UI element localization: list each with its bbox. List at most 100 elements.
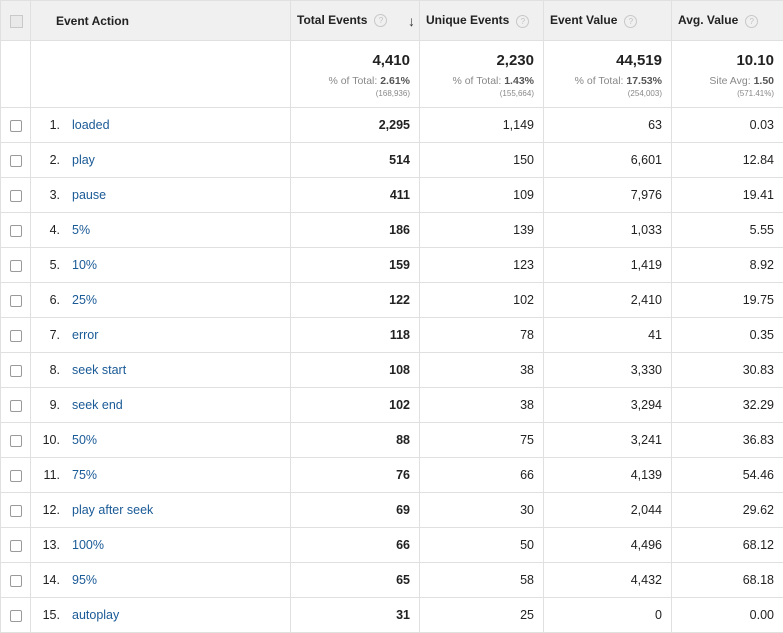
event-action-link[interactable]: play after seek bbox=[72, 503, 154, 517]
row-checkbox[interactable] bbox=[9, 259, 22, 272]
event-action-cell: 4. 5% bbox=[30, 212, 291, 248]
avg-value-cell: 12.84 bbox=[671, 142, 783, 178]
unique-events-cell: 1,149 bbox=[419, 107, 544, 143]
event-action-cell: 9. seek end bbox=[30, 387, 291, 423]
table-row: 15. autoplay 31 25 0 0.00 bbox=[0, 597, 783, 633]
total-events-cell: 118 bbox=[290, 317, 420, 353]
row-checkbox[interactable] bbox=[9, 399, 22, 412]
event-action-link[interactable]: 5% bbox=[72, 223, 91, 237]
row-checkbox-cell bbox=[0, 282, 31, 318]
sort-descending-icon[interactable]: ↓ bbox=[408, 12, 415, 29]
event-action-link[interactable]: 95% bbox=[72, 573, 98, 587]
row-checkbox[interactable] bbox=[9, 294, 22, 307]
event-action-cell: 15. autoplay bbox=[30, 597, 291, 633]
row-checkbox-cell bbox=[0, 142, 31, 178]
row-checkbox[interactable] bbox=[9, 539, 22, 552]
summary-avg-value-value: 10.10 bbox=[736, 52, 774, 69]
summary-total-base: (168,936) bbox=[375, 89, 410, 98]
unique-events-cell: 75 bbox=[419, 422, 544, 458]
row-checkbox[interactable] bbox=[9, 364, 22, 377]
event-action-cell: 12. play after seek bbox=[30, 492, 291, 528]
total-events-cell: 31 bbox=[290, 597, 420, 633]
summary-avg-pct: 1.50 bbox=[753, 75, 774, 87]
summary-total-events: 4,410 % of Total: 2.61% (168,936) bbox=[290, 40, 420, 108]
event-action-link[interactable]: error bbox=[72, 328, 99, 342]
event-action-link[interactable]: 25% bbox=[72, 293, 98, 307]
select-all-checkbox[interactable] bbox=[10, 14, 23, 28]
summary-total-pct: 2.61% bbox=[380, 75, 410, 87]
unique-events-cell: 139 bbox=[419, 212, 544, 248]
event-action-cell: 3. pause bbox=[30, 177, 291, 213]
event-action-cell: 5. 10% bbox=[30, 247, 291, 283]
avg-value-header[interactable]: Avg. Value? bbox=[671, 0, 783, 41]
event-action-header[interactable]: Event Action bbox=[30, 0, 291, 41]
unique-events-header-label: Unique Events bbox=[426, 13, 510, 28]
table-row: 10. 50% 88 75 3,241 36.83 bbox=[0, 422, 783, 458]
table-row: 13. 100% 66 50 4,496 68.12 bbox=[0, 527, 783, 563]
event-value-cell: 1,033 bbox=[543, 212, 672, 248]
summary-event-value: 44,519 % of Total: 17.53% (254,003) bbox=[543, 40, 672, 108]
help-icon[interactable]: ? bbox=[624, 14, 638, 28]
row-checkbox[interactable] bbox=[9, 154, 22, 167]
row-rank: 14. bbox=[42, 573, 60, 587]
row-checkbox[interactable] bbox=[9, 504, 22, 517]
summary-event-value-label: % of Total: bbox=[574, 75, 624, 87]
event-action-link[interactable]: pause bbox=[72, 188, 107, 202]
avg-value-cell: 0.00 bbox=[671, 597, 783, 633]
event-action-link[interactable]: seek end bbox=[72, 398, 123, 412]
row-checkbox-cell bbox=[0, 247, 31, 283]
help-icon[interactable]: ? bbox=[745, 14, 759, 28]
event-action-cell: 13. 100% bbox=[30, 527, 291, 563]
unique-events-header[interactable]: Unique Events? bbox=[419, 0, 544, 41]
unique-events-cell: 38 bbox=[419, 387, 544, 423]
row-checkbox-cell bbox=[0, 317, 31, 353]
avg-value-cell: 19.41 bbox=[671, 177, 783, 213]
row-checkbox-cell bbox=[0, 212, 31, 248]
event-action-cell: 11. 75% bbox=[30, 457, 291, 493]
row-checkbox[interactable] bbox=[9, 434, 22, 447]
row-checkbox[interactable] bbox=[9, 329, 22, 342]
summary-avg-value: 10.10 Site Avg: 1.50 (571.41%) bbox=[671, 40, 783, 108]
help-icon[interactable]: ? bbox=[516, 14, 530, 28]
header-row: Event Action Total Events? ↓ Unique Event… bbox=[0, 0, 783, 41]
row-checkbox[interactable] bbox=[9, 119, 22, 132]
event-action-link[interactable]: 100% bbox=[72, 538, 104, 552]
unique-events-cell: 30 bbox=[419, 492, 544, 528]
unique-events-cell: 66 bbox=[419, 457, 544, 493]
row-checkbox[interactable] bbox=[9, 189, 22, 202]
event-value-cell: 0 bbox=[543, 597, 672, 633]
row-checkbox-cell bbox=[0, 492, 31, 528]
event-value-header[interactable]: Event Value? bbox=[543, 0, 672, 41]
row-checkbox[interactable] bbox=[9, 609, 22, 622]
unique-events-cell: 150 bbox=[419, 142, 544, 178]
summary-total-label: % of Total: bbox=[328, 75, 378, 87]
row-checkbox[interactable] bbox=[9, 224, 22, 237]
total-events-header[interactable]: Total Events? ↓ bbox=[290, 0, 420, 41]
help-icon[interactable]: ? bbox=[374, 13, 388, 27]
avg-value-cell: 8.92 bbox=[671, 247, 783, 283]
event-action-header-label: Event Action bbox=[56, 13, 129, 28]
summary-unique-events: 2,230 % of Total: 1.43% (155,664) bbox=[419, 40, 544, 108]
event-action-cell: 2. play bbox=[30, 142, 291, 178]
row-checkbox[interactable] bbox=[9, 574, 22, 587]
row-rank: 13. bbox=[42, 538, 60, 552]
event-action-link[interactable]: play bbox=[72, 153, 95, 167]
row-rank: 8. bbox=[49, 363, 60, 377]
event-action-link[interactable]: loaded bbox=[72, 118, 110, 132]
table-row: 11. 75% 76 66 4,139 54.46 bbox=[0, 457, 783, 493]
total-events-cell: 65 bbox=[290, 562, 420, 598]
total-events-cell: 122 bbox=[290, 282, 420, 318]
row-checkbox[interactable] bbox=[9, 469, 22, 482]
event-action-link[interactable]: 50% bbox=[72, 433, 98, 447]
unique-events-cell: 109 bbox=[419, 177, 544, 213]
summary-row: 4,410 % of Total: 2.61% (168,936) 2,230 … bbox=[0, 40, 783, 108]
event-action-link[interactable]: 10% bbox=[72, 258, 98, 272]
avg-value-header-label: Avg. Value bbox=[678, 13, 739, 28]
event-action-link[interactable]: autoplay bbox=[72, 608, 120, 622]
summary-event-value-base: (254,003) bbox=[627, 89, 662, 98]
event-action-link[interactable]: 75% bbox=[72, 468, 98, 482]
event-action-link[interactable]: seek start bbox=[72, 363, 127, 377]
event-value-cell: 41 bbox=[543, 317, 672, 353]
row-rank: 9. bbox=[49, 398, 60, 412]
